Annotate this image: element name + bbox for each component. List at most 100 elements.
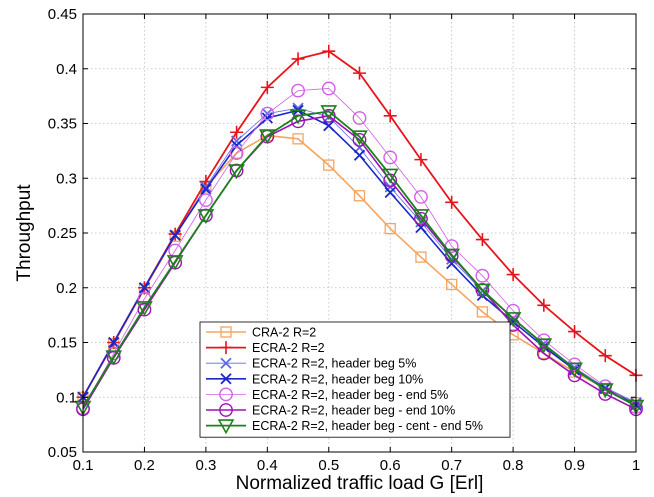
data-point xyxy=(322,44,336,58)
data-point xyxy=(415,251,427,263)
data-point xyxy=(596,383,614,399)
data-point xyxy=(169,229,181,241)
data-point xyxy=(291,83,305,98)
y-tick-label: 0.3 xyxy=(56,170,77,187)
data-point xyxy=(381,168,399,184)
data-point xyxy=(291,52,305,66)
legend-entry: ECRA-2 R=2, header beg 5% xyxy=(206,357,416,371)
legend-label: ECRA-2 R=2, header beg - end 5% xyxy=(252,388,448,402)
data-point xyxy=(261,112,273,124)
data-point xyxy=(323,120,335,132)
data-point xyxy=(200,183,212,195)
data-point xyxy=(384,222,396,235)
y-tick-label: 0.15 xyxy=(48,335,77,352)
x-tick-label: 0.7 xyxy=(441,457,462,474)
data-point xyxy=(323,159,335,171)
x-tick-label: 0.9 xyxy=(564,457,585,474)
data-point xyxy=(446,278,458,291)
series-line xyxy=(82,88,637,409)
data-point xyxy=(537,298,551,312)
x-tick-label: 0.1 xyxy=(73,457,94,474)
legend-label: ECRA-2 R=2 xyxy=(252,341,325,355)
data-point xyxy=(136,301,153,317)
data-point xyxy=(197,209,215,225)
data-point xyxy=(566,362,583,378)
y-tick-label: 0.45 xyxy=(48,6,77,23)
data-point xyxy=(383,150,398,165)
legend-marker xyxy=(219,403,233,417)
legend-entry: ECRA-2 R=2, header beg - end 5% xyxy=(206,387,448,402)
data-point xyxy=(353,149,366,161)
legend-entry: ECRA-2 R=2, header beg - end 10% xyxy=(206,403,455,418)
x-tick-label: 1 xyxy=(632,457,640,474)
y-tick-label: 0.35 xyxy=(48,116,77,133)
legend-marker xyxy=(220,326,232,338)
axis-ticks: 0.1 0.2 0.3 0.4 0.5 0.6 0.7 0.8 0.9 10.050.10.150… xyxy=(48,6,640,474)
data-point xyxy=(506,303,521,318)
y-axis-title: Throughput xyxy=(14,184,35,282)
legend-label: ECRA-2 R=2, header beg - end 10% xyxy=(252,404,455,418)
data-point xyxy=(476,306,489,318)
data-point xyxy=(538,347,550,360)
data-point xyxy=(445,195,459,209)
data-point xyxy=(105,350,123,366)
data-point xyxy=(412,209,430,225)
x-axis-title: Normalized traffic load G [Erl] xyxy=(236,473,484,494)
x-tick-label: 0.6 xyxy=(380,457,401,474)
data-point xyxy=(229,146,244,160)
legend-marker xyxy=(217,419,235,435)
legend-box xyxy=(199,321,511,438)
data-point xyxy=(598,349,612,363)
data-point xyxy=(166,255,184,271)
series-7 xyxy=(74,105,645,416)
x-tick-label: 0.5 xyxy=(318,457,339,474)
data-point xyxy=(536,346,551,361)
legend-marker xyxy=(220,373,232,385)
legend-entry: ECRA-2 R=2 xyxy=(206,341,325,355)
legend-label: CRA-2 R=2 xyxy=(252,326,316,340)
data-point xyxy=(260,80,274,94)
data-point xyxy=(568,325,582,339)
data-point xyxy=(353,190,366,202)
legend-label: ECRA-2 R=2, header beg 10% xyxy=(252,372,423,386)
data-point xyxy=(198,193,213,208)
data-point xyxy=(292,133,304,145)
x-tick-label: 0.8 xyxy=(503,457,524,474)
data-point xyxy=(138,282,151,294)
data-point xyxy=(320,105,338,121)
data-point xyxy=(230,125,244,139)
legend-entry: CRA-2 R=2 xyxy=(206,326,316,340)
legend-label: ECRA-2 R=2, header beg - cent - end 5% xyxy=(252,419,483,433)
data-point xyxy=(414,153,428,167)
data-point xyxy=(108,336,120,349)
data-point xyxy=(260,106,275,121)
data-point xyxy=(475,233,489,247)
legend-marker xyxy=(219,387,233,402)
data-point xyxy=(321,81,336,96)
legend-entry: ECRA-2 R=2, header beg - cent - end 5% xyxy=(206,419,483,435)
x-tick-label: 0.3 xyxy=(195,457,216,474)
data-point xyxy=(475,268,490,283)
data-point xyxy=(384,186,396,199)
data-point xyxy=(535,338,553,354)
data-point xyxy=(506,268,520,282)
y-tick-label: 0.4 xyxy=(56,61,77,78)
data-point xyxy=(598,387,613,401)
data-point xyxy=(230,135,243,147)
data-point xyxy=(353,66,366,80)
y-tick-label: 0.25 xyxy=(48,225,77,242)
y-tick-label: 0.1 xyxy=(56,389,77,406)
x-tick-label: 0.2 xyxy=(134,457,155,474)
data-point xyxy=(504,312,522,328)
legend-entry: ECRA-2 R=2, header beg 10% xyxy=(206,372,423,386)
data-point xyxy=(258,129,276,145)
y-tick-label: 0.05 xyxy=(48,444,77,461)
x-tick-label: 0.4 xyxy=(257,457,278,474)
data-point xyxy=(474,283,491,299)
data-point xyxy=(352,133,367,147)
data-point xyxy=(414,189,428,204)
data-point xyxy=(289,109,307,125)
data-point xyxy=(414,211,428,226)
